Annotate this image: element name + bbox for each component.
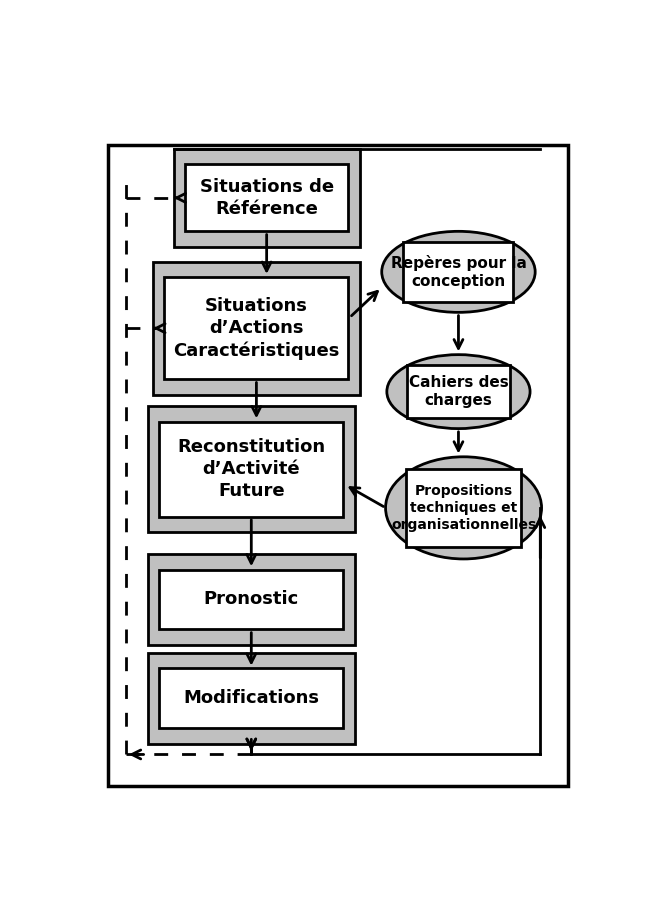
Text: Modifications: Modifications (183, 689, 319, 707)
FancyBboxPatch shape (153, 262, 360, 394)
Text: Repères pour la
conception: Repères pour la conception (391, 254, 527, 289)
FancyBboxPatch shape (108, 145, 568, 786)
Text: Pronostic: Pronostic (204, 590, 299, 608)
Text: Propositions
techniques et
organisationnelles: Propositions techniques et organisationn… (391, 483, 536, 533)
FancyBboxPatch shape (403, 242, 513, 302)
FancyBboxPatch shape (159, 422, 343, 517)
FancyBboxPatch shape (174, 149, 360, 247)
Text: Situations de
Référence: Situations de Référence (199, 178, 334, 218)
Ellipse shape (381, 231, 535, 312)
Text: Situations
d’Actions
Caractéristiques: Situations d’Actions Caractéristiques (173, 296, 340, 360)
FancyBboxPatch shape (407, 365, 510, 418)
Text: Reconstitution
d’Activité
Future: Reconstitution d’Activité Future (178, 438, 325, 501)
FancyBboxPatch shape (148, 652, 354, 744)
FancyBboxPatch shape (406, 469, 521, 546)
FancyBboxPatch shape (148, 554, 354, 645)
FancyBboxPatch shape (185, 165, 348, 231)
FancyBboxPatch shape (164, 277, 348, 380)
FancyBboxPatch shape (148, 406, 354, 533)
Ellipse shape (385, 457, 542, 559)
FancyBboxPatch shape (159, 569, 343, 630)
Text: Cahiers des
charges: Cahiers des charges (409, 375, 508, 408)
FancyBboxPatch shape (159, 668, 343, 728)
Ellipse shape (387, 355, 530, 428)
